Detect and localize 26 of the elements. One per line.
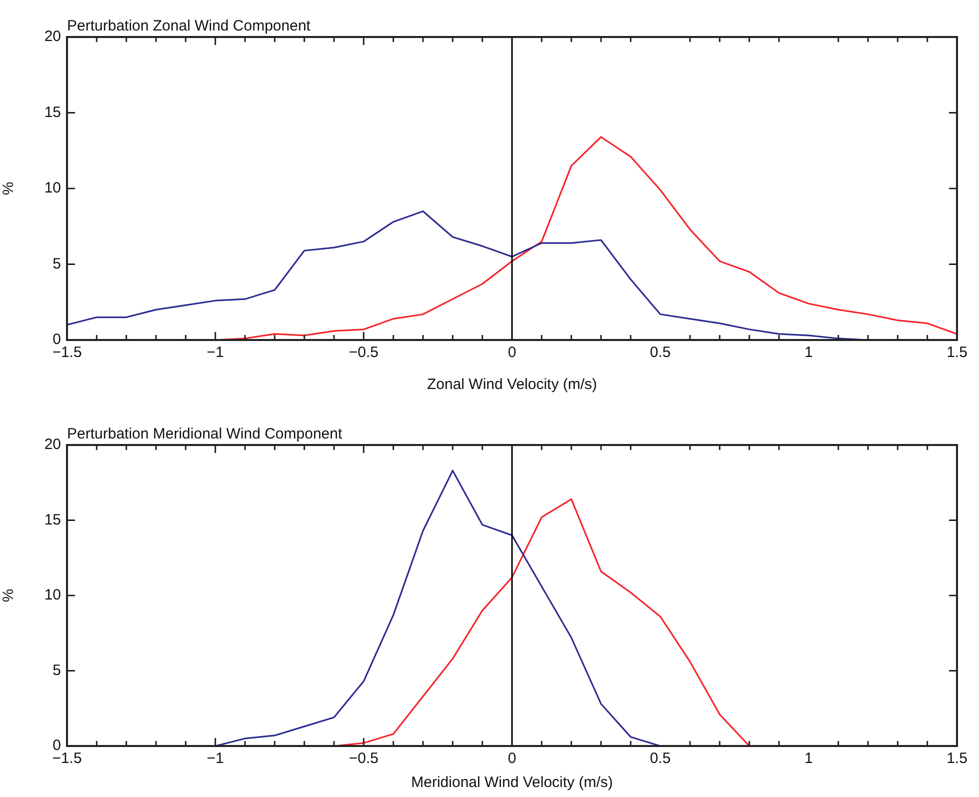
x-axis-title: Meridional Wind Velocity (m/s) <box>411 774 613 792</box>
y-axis-title: % <box>0 182 18 196</box>
x-tick-label: 0 <box>508 750 516 768</box>
x-tick-label: 0.5 <box>650 344 671 362</box>
y-tick-label: 15 <box>44 104 61 121</box>
x-tick-label: −0.5 <box>348 344 378 362</box>
x-tick-label: 1.5 <box>946 750 968 768</box>
y-tick-label: 5 <box>52 255 61 272</box>
y-axis-title: % <box>0 588 18 602</box>
y-tick-label: 20 <box>44 28 61 46</box>
x-tick-label: 1.5 <box>946 344 968 362</box>
x-tick-label: −1 <box>206 750 224 768</box>
y-tick-label: 10 <box>44 180 61 197</box>
y-tick-label: 20 <box>44 436 61 454</box>
x-tick-label: 1 <box>804 750 813 768</box>
x-tick-label: 1 <box>804 344 813 362</box>
chart-title: Perturbation Meridional Wind Component <box>67 426 343 443</box>
y-tick-label: 10 <box>44 586 61 604</box>
y-tick-label: 15 <box>44 511 61 528</box>
x-tick-label: −1 <box>206 344 224 362</box>
chart-title: Perturbation Zonal Wind Component <box>67 18 312 35</box>
y-tick-label: 5 <box>52 662 61 679</box>
x-tick-label: −0.5 <box>348 750 378 768</box>
x-tick-label: 0.5 <box>650 750 671 768</box>
x-tick-label: 0 <box>508 344 516 362</box>
x-axis-title: Zonal Wind Velocity (m/s) <box>426 376 598 394</box>
